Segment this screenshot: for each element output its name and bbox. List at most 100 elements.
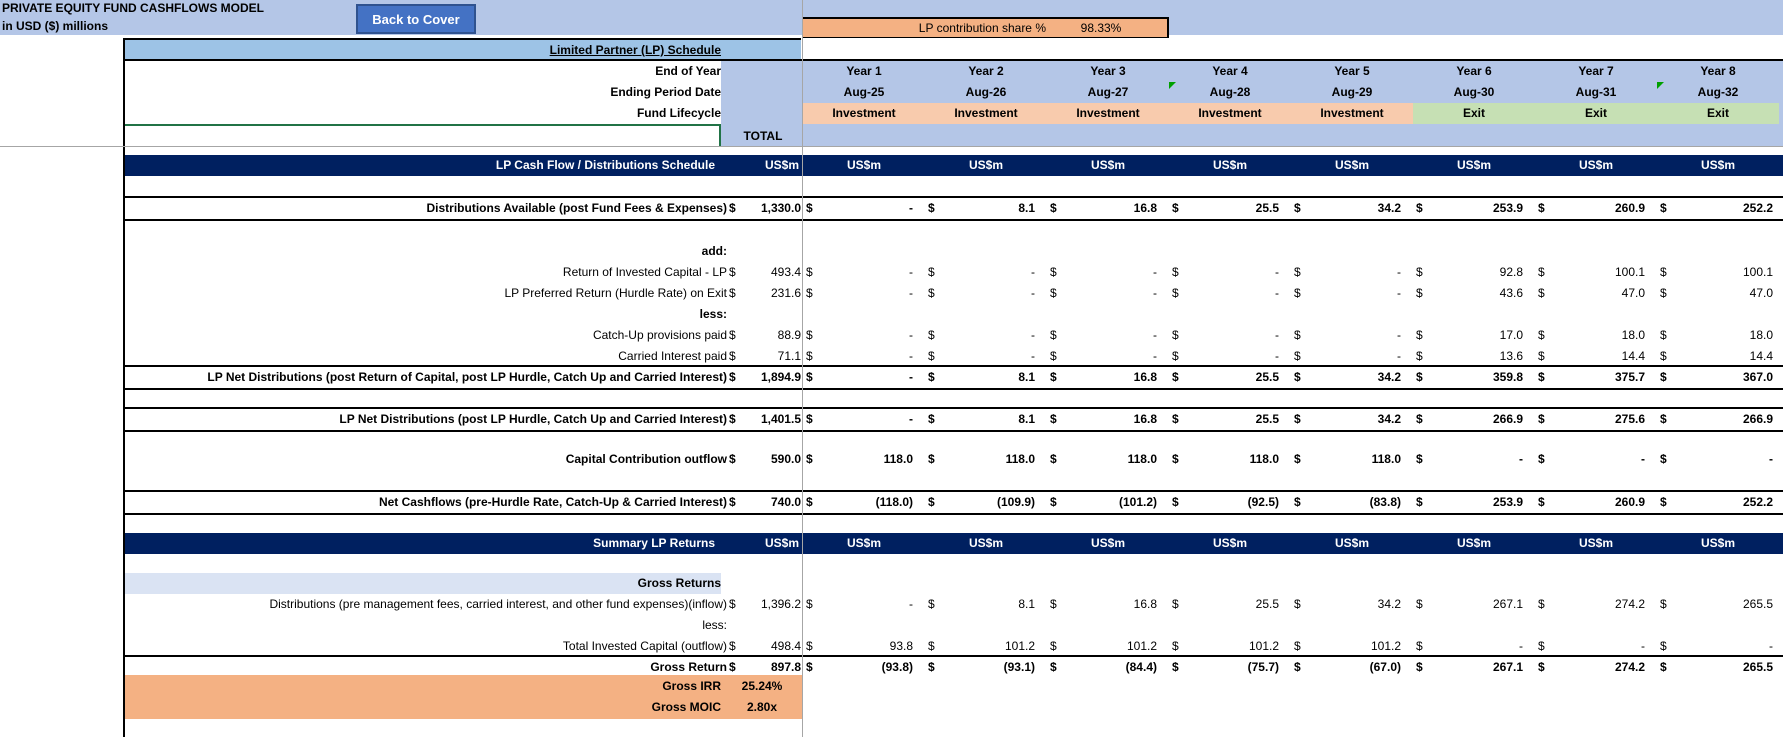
- row-value-year-1[interactable]: (93.8): [881, 660, 913, 674]
- row-total[interactable]: 71.1: [777, 349, 801, 363]
- row-value-year-2[interactable]: (93.1): [1003, 660, 1035, 674]
- row-value-year-1[interactable]: -: [909, 265, 913, 279]
- row-value-year-5[interactable]: -: [1397, 349, 1401, 363]
- row-total[interactable]: 740.0: [770, 495, 801, 509]
- row-value-year-5[interactable]: 34.2: [1377, 201, 1401, 215]
- row-value-year-6[interactable]: 253.9: [1492, 495, 1523, 509]
- row-value-year-5[interactable]: 34.2: [1377, 412, 1401, 426]
- row-value-year-8[interactable]: 252.2: [1742, 495, 1773, 509]
- row-value-year-2[interactable]: 8.1: [1018, 201, 1035, 215]
- row-value-year-4[interactable]: 25.5: [1255, 412, 1279, 426]
- row-value-year-3[interactable]: (101.2): [1118, 495, 1157, 509]
- row-value-year-7[interactable]: 260.9: [1614, 495, 1645, 509]
- row-value-year-7[interactable]: 100.1: [1614, 265, 1645, 279]
- row-value-year-7[interactable]: 275.6: [1614, 412, 1645, 426]
- row-value-year-6[interactable]: 267.1: [1492, 660, 1523, 674]
- row-value-year-5[interactable]: -: [1397, 328, 1401, 342]
- row-value-year-3[interactable]: 16.8: [1133, 597, 1157, 611]
- row-value-year-2[interactable]: 118.0: [1005, 452, 1035, 466]
- row-value-year-5[interactable]: 118.0: [1371, 452, 1401, 466]
- row-value-year-3[interactable]: -: [1153, 265, 1157, 279]
- row-value-year-2[interactable]: 8.1: [1018, 412, 1035, 426]
- row-value-year-1[interactable]: -: [909, 328, 913, 342]
- gross-irr-value[interactable]: 25.24%: [741, 679, 783, 693]
- row-value-year-3[interactable]: 101.2: [1126, 639, 1157, 653]
- row-value-year-4[interactable]: -: [1275, 265, 1279, 279]
- row-value-year-7[interactable]: 375.7: [1614, 370, 1645, 384]
- row-value-year-8[interactable]: 266.9: [1742, 412, 1773, 426]
- row-total[interactable]: 498.4: [770, 639, 801, 653]
- row-value-year-8[interactable]: 14.4: [1749, 349, 1773, 363]
- row-value-year-8[interactable]: 252.2: [1742, 201, 1773, 215]
- row-value-year-5[interactable]: (83.8): [1369, 495, 1401, 509]
- row-value-year-4[interactable]: 25.5: [1255, 201, 1279, 215]
- row-value-year-6[interactable]: 92.8: [1499, 265, 1523, 279]
- lp-share-value[interactable]: 98.33%: [1080, 21, 1122, 35]
- row-value-year-7[interactable]: 47.0: [1621, 286, 1645, 300]
- row-total[interactable]: 1,894.9: [760, 370, 801, 384]
- back-to-cover-button[interactable]: Back to Cover: [356, 4, 476, 34]
- row-value-year-2[interactable]: (109.9): [996, 495, 1035, 509]
- row-value-year-1[interactable]: 93.8: [889, 639, 913, 653]
- row-value-year-3[interactable]: 118.0: [1127, 452, 1157, 466]
- row-value-year-2[interactable]: -: [1031, 328, 1035, 342]
- row-value-year-1[interactable]: -: [909, 201, 913, 215]
- row-value-year-5[interactable]: 34.2: [1377, 370, 1401, 384]
- row-value-year-8[interactable]: -: [1769, 452, 1773, 466]
- row-value-year-1[interactable]: -: [909, 412, 913, 426]
- row-value-year-2[interactable]: 8.1: [1018, 597, 1035, 611]
- row-value-year-6[interactable]: 266.9: [1492, 412, 1523, 426]
- row-value-year-7[interactable]: 274.2: [1614, 660, 1645, 674]
- gross-moic-value[interactable]: 2.80x: [746, 700, 778, 714]
- row-value-year-3[interactable]: -: [1153, 286, 1157, 300]
- row-value-year-7[interactable]: -: [1641, 639, 1645, 653]
- row-value-year-7[interactable]: -: [1641, 452, 1645, 466]
- row-value-year-8[interactable]: 265.5: [1742, 597, 1773, 611]
- row-total[interactable]: 590.0: [770, 452, 801, 466]
- row-value-year-6[interactable]: 17.0: [1499, 328, 1523, 342]
- row-value-year-4[interactable]: 25.5: [1255, 370, 1279, 384]
- row-value-year-6[interactable]: 253.9: [1492, 201, 1523, 215]
- row-value-year-1[interactable]: -: [909, 370, 913, 384]
- row-value-year-3[interactable]: (84.4): [1125, 660, 1157, 674]
- row-value-year-7[interactable]: 14.4: [1621, 349, 1645, 363]
- selected-cell-outline[interactable]: [123, 124, 721, 147]
- row-total[interactable]: 231.6: [770, 286, 801, 300]
- row-value-year-1[interactable]: 118.0: [883, 452, 913, 466]
- row-value-year-7[interactable]: 274.2: [1614, 597, 1645, 611]
- row-value-year-2[interactable]: 101.2: [1004, 639, 1035, 653]
- row-total[interactable]: 1,401.5: [760, 412, 801, 426]
- row-value-year-7[interactable]: 260.9: [1614, 201, 1645, 215]
- row-value-year-1[interactable]: -: [909, 349, 913, 363]
- row-value-year-5[interactable]: -: [1397, 265, 1401, 279]
- row-value-year-2[interactable]: -: [1031, 286, 1035, 300]
- row-total[interactable]: 493.4: [770, 265, 801, 279]
- row-value-year-3[interactable]: -: [1153, 328, 1157, 342]
- row-value-year-1[interactable]: -: [909, 597, 913, 611]
- row-value-year-3[interactable]: 16.8: [1133, 370, 1157, 384]
- row-value-year-8[interactable]: 367.0: [1742, 370, 1773, 384]
- row-value-year-6[interactable]: 13.6: [1499, 349, 1523, 363]
- row-value-year-2[interactable]: -: [1031, 265, 1035, 279]
- row-value-year-7[interactable]: 18.0: [1621, 328, 1645, 342]
- row-value-year-1[interactable]: (118.0): [875, 495, 913, 509]
- row-total[interactable]: 897.8: [770, 660, 801, 674]
- row-value-year-6[interactable]: -: [1519, 639, 1523, 653]
- row-value-year-6[interactable]: 43.6: [1499, 286, 1523, 300]
- row-value-year-8[interactable]: 47.0: [1749, 286, 1773, 300]
- row-value-year-5[interactable]: 34.2: [1377, 597, 1401, 611]
- row-value-year-2[interactable]: -: [1031, 349, 1035, 363]
- row-value-year-4[interactable]: 118.0: [1249, 452, 1279, 466]
- row-value-year-2[interactable]: 8.1: [1018, 370, 1035, 384]
- row-value-year-4[interactable]: (75.7): [1247, 660, 1279, 674]
- row-value-year-4[interactable]: 25.5: [1255, 597, 1279, 611]
- row-value-year-8[interactable]: 100.1: [1742, 265, 1773, 279]
- row-value-year-4[interactable]: -: [1275, 286, 1279, 300]
- row-value-year-3[interactable]: -: [1153, 349, 1157, 363]
- row-value-year-6[interactable]: 267.1: [1492, 597, 1523, 611]
- row-total[interactable]: 1,330.0: [760, 201, 801, 215]
- row-value-year-4[interactable]: (92.5): [1247, 495, 1279, 509]
- row-value-year-1[interactable]: -: [909, 286, 913, 300]
- row-value-year-8[interactable]: -: [1769, 639, 1773, 653]
- row-value-year-6[interactable]: -: [1519, 452, 1523, 466]
